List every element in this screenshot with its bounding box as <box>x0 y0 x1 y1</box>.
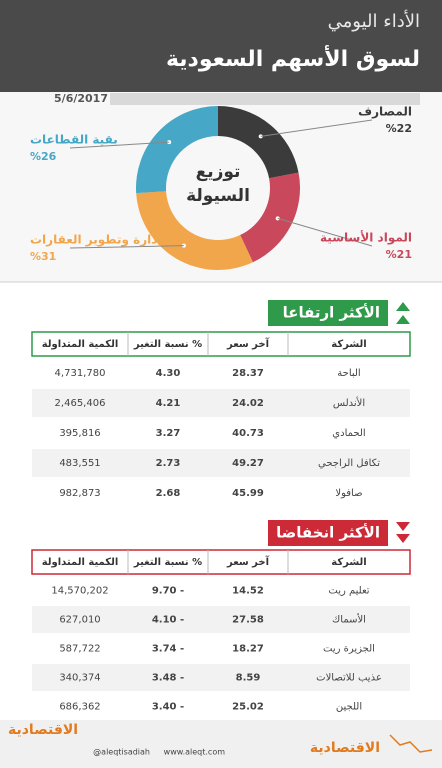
table-header-box <box>31 549 411 575</box>
column-header: الكمية المتداولة <box>42 339 119 350</box>
twitter: @aleqtisadiah <box>93 748 150 757</box>
table-cell: الأسماك <box>332 613 366 626</box>
table-cell: 27.58 <box>232 615 264 626</box>
chart-title: توزيع السيولة <box>186 162 250 206</box>
logo: الاقتصادية <box>310 740 380 756</box>
value-label: %26 <box>30 150 57 163</box>
table-row <box>32 359 410 387</box>
column-header: الشركة <box>331 557 366 568</box>
logo: الاقتصادية <box>8 722 78 738</box>
legend-label: المواد الأساسية <box>320 230 412 246</box>
table-cell: 2.73 <box>156 458 181 469</box>
table-row <box>32 635 410 662</box>
table-cell: 2,465,406 <box>55 398 106 409</box>
legend-label: بقية القطاعات <box>30 133 118 147</box>
table-cell: الحمادي <box>332 428 365 439</box>
header-subtitle: لسوق الأسهم السعودية <box>166 44 420 72</box>
table-cell: 9.70 - <box>152 586 184 597</box>
table-cell: 4,731,780 <box>55 368 106 379</box>
donut-segment <box>240 172 300 263</box>
donut-segment <box>218 106 299 179</box>
table-cell: 4.21 <box>156 398 181 409</box>
legend-label: المصارف <box>358 105 412 119</box>
table-row <box>32 693 410 720</box>
table-cell: 587,722 <box>59 644 100 655</box>
table-cell: 627,010 <box>59 615 100 626</box>
table-cell: 3.40 - <box>152 702 184 713</box>
header-title: الأداء اليومي <box>328 10 420 32</box>
column-header: آخر سعر <box>226 337 270 350</box>
donut-segment <box>136 191 253 270</box>
table-cell: عذيب للاتصالات <box>316 673 382 684</box>
table-cell: 25.02 <box>232 702 264 713</box>
table-cell: الأندلس <box>333 396 365 409</box>
table-cell: 49.27 <box>232 458 264 469</box>
table-cell: الجزيرة ريت <box>323 644 375 655</box>
table-cell: 3.27 <box>156 428 181 439</box>
table-cell: 14.52 <box>232 586 264 597</box>
table-cell: 8.59 <box>236 673 261 684</box>
leader-line <box>277 217 373 247</box>
value-label: %31 <box>30 250 56 263</box>
table-cell: 2.68 <box>156 488 181 499</box>
table-cell: 4.30 <box>156 368 181 379</box>
table-row <box>32 389 410 417</box>
table-cell: 24.02 <box>232 398 264 409</box>
column-header: نسبة التغير % <box>133 557 202 568</box>
table-cell: 4.10 - <box>152 615 184 626</box>
column-header: نسبة التغير % <box>133 339 202 350</box>
triangle-icon <box>396 522 410 543</box>
table-cell: تعليم ريت <box>328 586 369 597</box>
table-cell: الباحة <box>337 368 360 379</box>
column-header: الكمية المتداولة <box>42 557 119 568</box>
leader-line <box>69 141 170 149</box>
table-cell: 3.74 - <box>152 644 184 655</box>
table-row <box>32 449 410 477</box>
table-cell: 483,551 <box>59 458 100 469</box>
table-cell: 45.99 <box>232 488 264 499</box>
table-cell: 340,374 <box>59 673 100 684</box>
table-cell: 40.73 <box>232 428 264 439</box>
table-row <box>32 419 410 447</box>
table-cell: اللجين <box>336 702 362 713</box>
leader-line <box>260 119 373 137</box>
section-title-box <box>268 520 388 546</box>
table-row <box>32 664 410 691</box>
table-cell: 395,816 <box>59 428 100 439</box>
table-cell: تكافل الراجحي <box>318 458 380 469</box>
table-row <box>32 606 410 633</box>
legend-label: إدارة وتطوير العقارات <box>30 233 162 248</box>
column-header: آخر سعر <box>226 555 270 568</box>
table-cell: 686,362 <box>59 702 100 713</box>
footer-band <box>0 720 442 768</box>
table-cell: 18.27 <box>232 644 264 655</box>
value-label: %22 <box>386 122 412 135</box>
decor-line <box>389 734 433 753</box>
triangle-icon <box>396 302 410 324</box>
date-bar <box>110 93 420 105</box>
column-header: الشركة <box>331 339 366 350</box>
donut-segment <box>136 106 218 194</box>
table-row <box>32 479 410 507</box>
website: www.aleqt.com <box>164 748 226 757</box>
table-cell: 14,570,202 <box>51 586 108 597</box>
leader-line <box>69 245 184 249</box>
section-title-box <box>268 300 388 326</box>
table-cell: 982,873 <box>59 488 100 499</box>
table-cell: 28.37 <box>232 368 264 379</box>
table-row <box>32 577 410 604</box>
date: 5/6/2017 <box>54 92 108 105</box>
table-cell: صافولا <box>335 488 362 499</box>
table-cell: 3.48 - <box>152 673 184 684</box>
section-title: الأكثر انخفاضا <box>276 524 380 542</box>
header-band <box>0 0 442 92</box>
section-title: الأكثر ارتفاعا <box>283 304 380 322</box>
value-label: %21 <box>386 248 412 261</box>
table-header-box <box>31 331 411 357</box>
